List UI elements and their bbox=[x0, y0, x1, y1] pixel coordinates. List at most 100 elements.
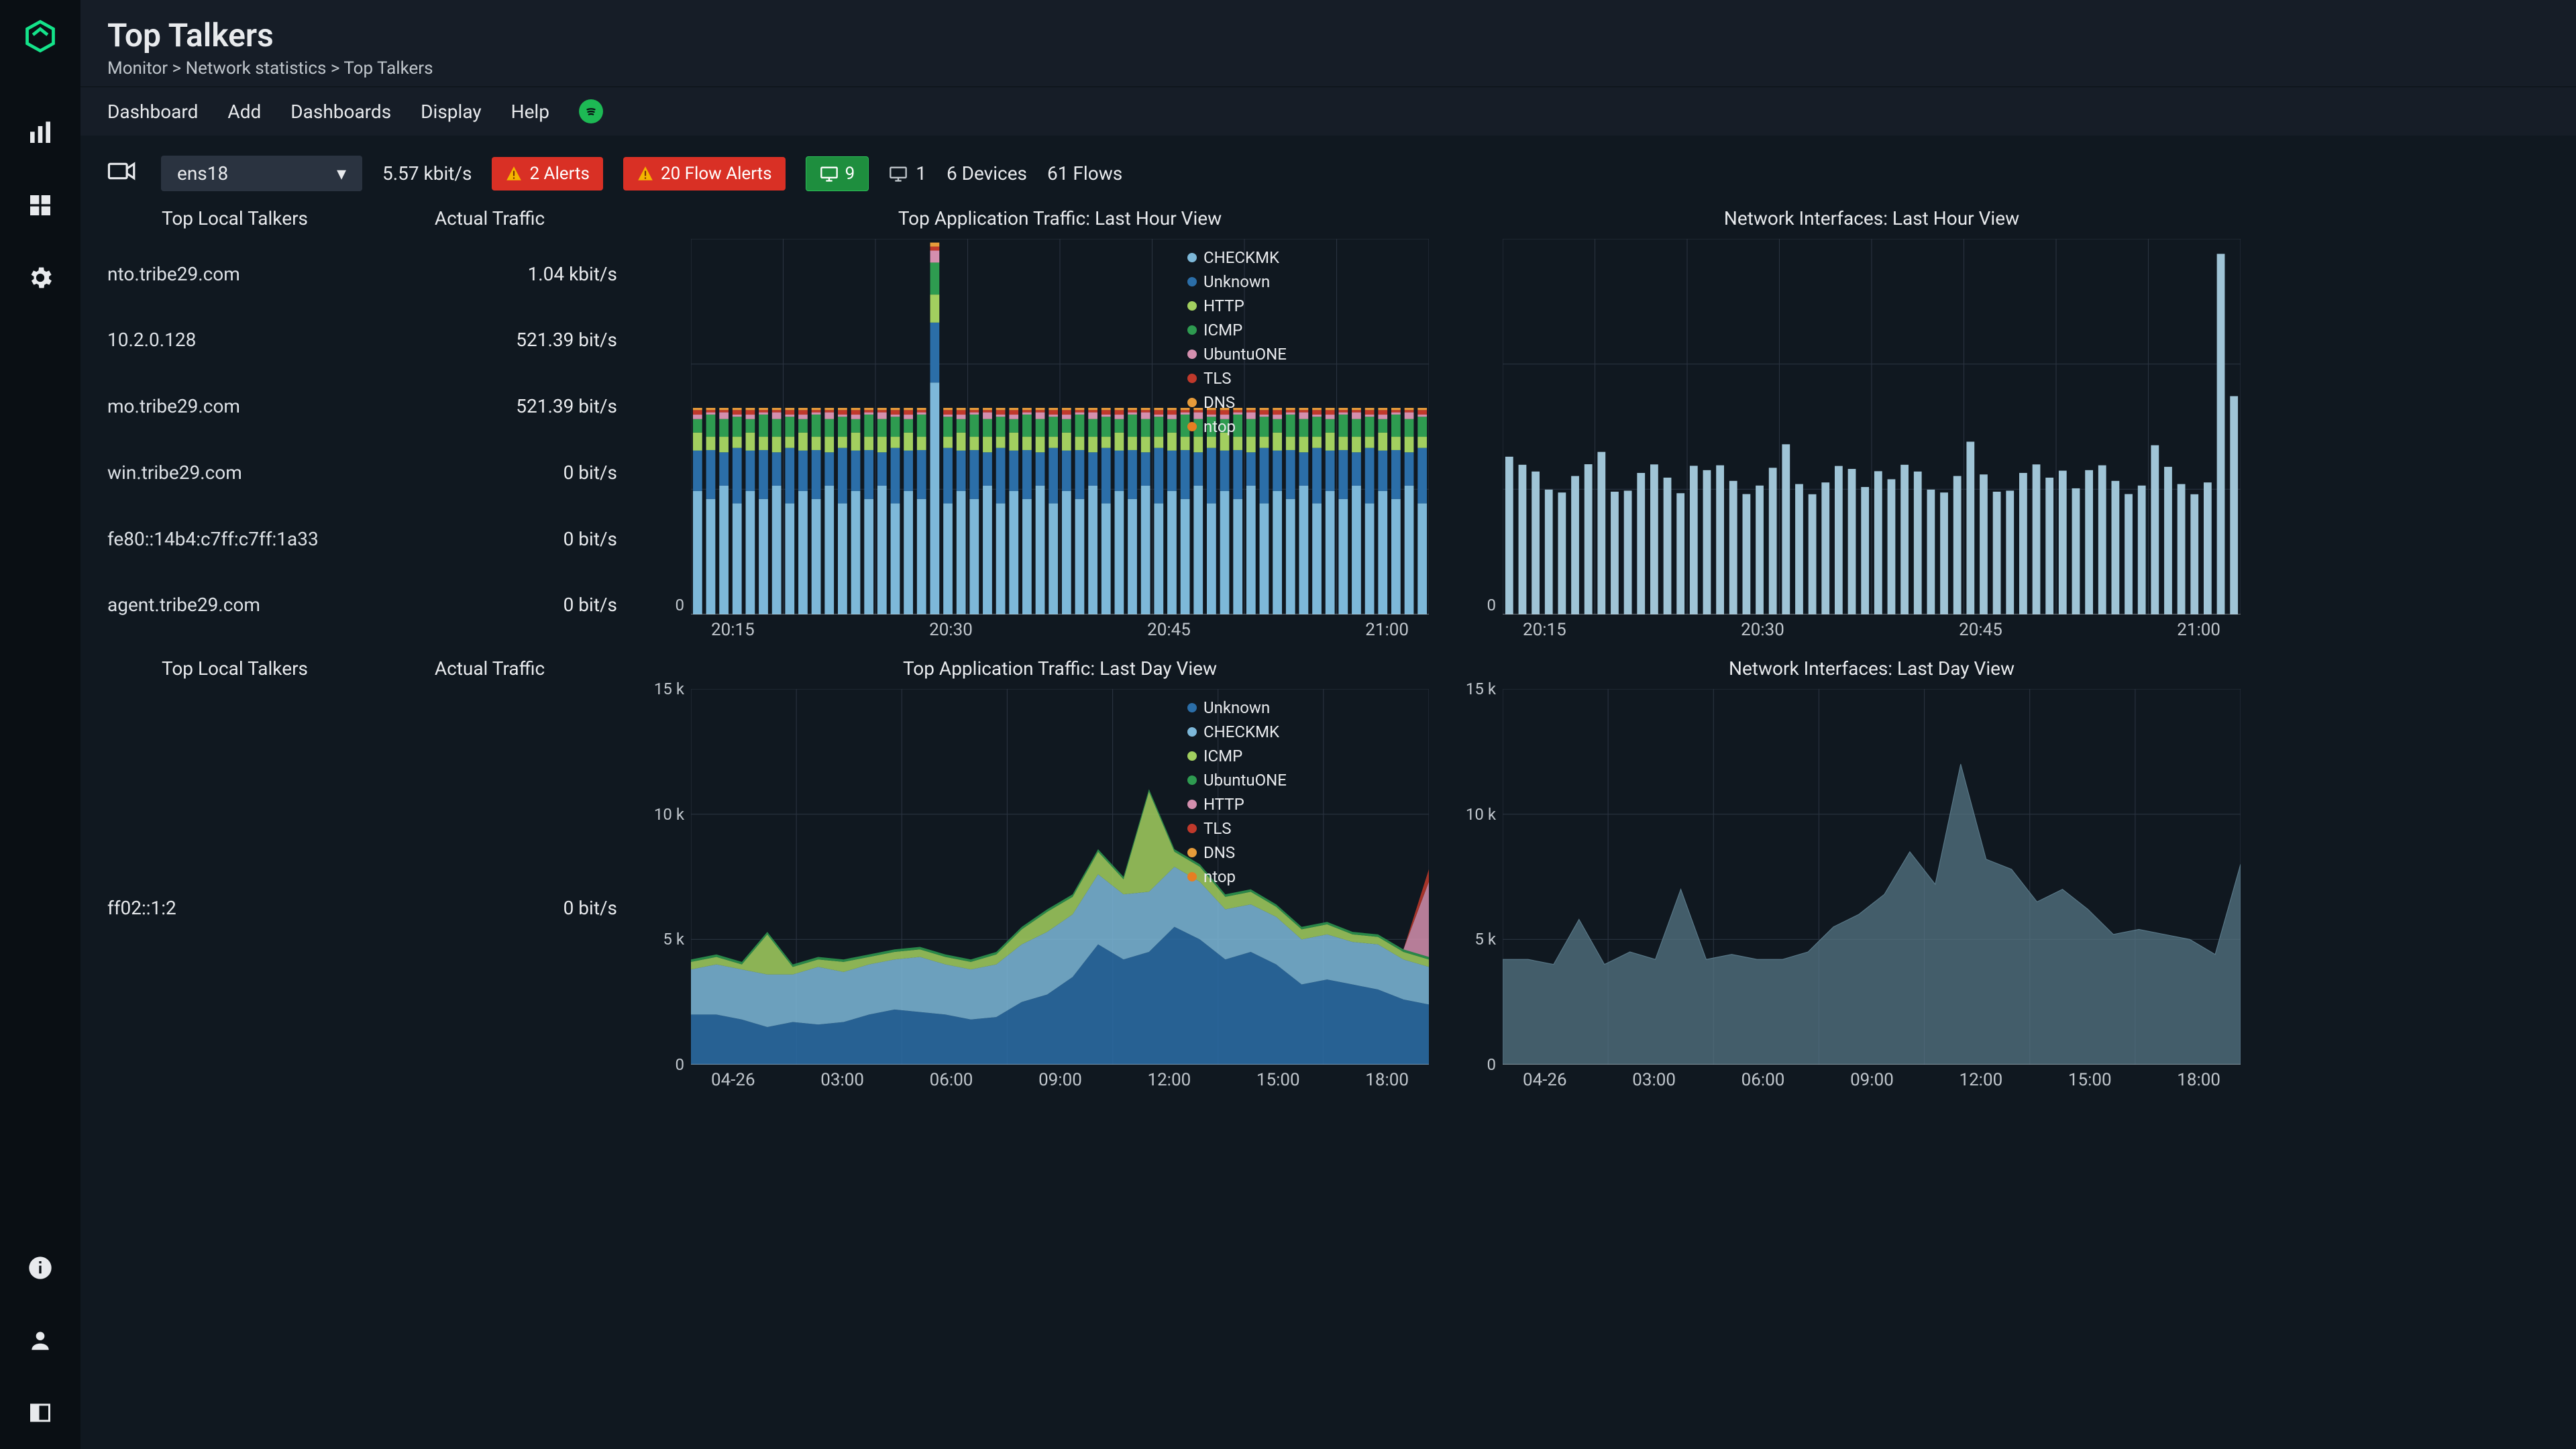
talkers-day-col2: Actual Traffic bbox=[362, 653, 617, 689]
x-tick: 20:30 bbox=[1741, 620, 1784, 640]
legend-item: UbuntuONE bbox=[1187, 342, 1287, 366]
page-header: Top Talkers Monitor > Network statistics… bbox=[80, 0, 2576, 87]
app-logo-icon[interactable] bbox=[23, 19, 58, 56]
talker-host[interactable]: fe80::14b4:c7ff:c7ff:1a33 bbox=[107, 508, 362, 574]
nav-grid-icon[interactable] bbox=[24, 189, 56, 221]
breadcrumb[interactable]: Monitor > Network statistics > Top Talke… bbox=[107, 58, 2549, 78]
chart-title: Network Interfaces: Last Day View bbox=[1503, 653, 2241, 689]
hosts-active-count: 9 bbox=[845, 164, 855, 184]
alerts-text: 2 Alerts bbox=[529, 164, 590, 184]
talker-traffic: 0 bit/s bbox=[362, 441, 617, 508]
monitor-icon bbox=[889, 166, 908, 182]
talker-traffic: 521.39 bit/s bbox=[362, 309, 617, 375]
devices-stat[interactable]: 6 Devices bbox=[947, 162, 1027, 184]
interface-value: ens18 bbox=[177, 162, 228, 184]
legend-item: TLS bbox=[1187, 816, 1287, 841]
x-tick: 09:00 bbox=[1038, 1070, 1082, 1090]
y-tick: 15 k bbox=[1456, 680, 1496, 698]
legend-item: HTTP bbox=[1187, 792, 1287, 816]
x-tick: 18:00 bbox=[2177, 1070, 2220, 1090]
x-tick: 21:00 bbox=[2177, 620, 2220, 640]
x-tick: 06:00 bbox=[1741, 1070, 1785, 1090]
status-bar: ens18 ▾ 5.57 kbit/s 2 Alerts 20 Flow Ale… bbox=[107, 156, 2549, 191]
menu-display[interactable]: Display bbox=[421, 101, 481, 123]
x-tick: 20:15 bbox=[711, 620, 755, 640]
hosts-total-stat[interactable]: 1 bbox=[889, 162, 926, 184]
menu-dashboard[interactable]: Dashboard bbox=[107, 101, 198, 123]
chart-app-traffic-day: Top Application Traffic: Last Day View 1… bbox=[691, 653, 1429, 1090]
top-talkers-day-table: Top Local Talkers Actual Traffic ff02::1… bbox=[107, 653, 617, 1090]
talker-host[interactable]: win.tribe29.com bbox=[107, 441, 362, 508]
warning-icon bbox=[637, 165, 654, 182]
legend-item: CHECKMK bbox=[1187, 246, 1287, 270]
y-tick: 0 bbox=[644, 1055, 684, 1074]
legend-item: ntop bbox=[1187, 415, 1287, 439]
nav-info-icon[interactable] bbox=[24, 1252, 56, 1284]
legend-item: ICMP bbox=[1187, 744, 1287, 768]
x-tick: 15:00 bbox=[2068, 1070, 2112, 1090]
talker-host[interactable]: ff02::1:2 bbox=[107, 877, 362, 939]
x-tick: 20:30 bbox=[929, 620, 973, 640]
talkers-day-col1: Top Local Talkers bbox=[107, 653, 362, 689]
x-axis: 04-2603:0006:0009:0012:0015:0018:00 bbox=[691, 1065, 1429, 1090]
x-tick: 20:45 bbox=[1147, 620, 1191, 640]
flow-alerts-text: 20 Flow Alerts bbox=[661, 164, 772, 184]
x-axis: 20:1520:3020:4521:00 bbox=[1503, 614, 2241, 640]
interface-icon bbox=[107, 160, 137, 186]
throughput-value: 5.57 kbit/s bbox=[382, 162, 472, 184]
y-tick: 15 k bbox=[644, 680, 684, 698]
menu-help[interactable]: Help bbox=[511, 101, 549, 123]
nav-panel-icon[interactable] bbox=[24, 1397, 56, 1429]
talker-traffic: 1.04 kbit/s bbox=[362, 243, 617, 309]
y-tick: 5 k bbox=[644, 930, 684, 949]
x-tick: 04-26 bbox=[1523, 1070, 1567, 1090]
chart-app-traffic-hour: Top Application Traffic: Last Hour View … bbox=[691, 203, 1429, 640]
chart-title: Top Application Traffic: Last Hour View bbox=[691, 203, 1429, 239]
talker-host[interactable]: agent.tribe29.com bbox=[107, 574, 362, 640]
nav-monitor-icon[interactable] bbox=[24, 117, 56, 149]
talkers-hour-col1: Top Local Talkers bbox=[107, 203, 362, 243]
y-zero-label: 0 bbox=[1456, 596, 1496, 614]
talkers-hour-col2: Actual Traffic bbox=[362, 203, 617, 243]
warning-icon bbox=[505, 165, 523, 182]
chart-legend: CHECKMKUnknownHTTPICMPUbuntuONETLSDNSnto… bbox=[1187, 246, 1287, 439]
legend-item: ICMP bbox=[1187, 318, 1287, 342]
flow-alerts-badge[interactable]: 20 Flow Alerts bbox=[623, 157, 786, 191]
x-tick: 03:00 bbox=[1632, 1070, 1676, 1090]
talker-traffic: 0 bit/s bbox=[362, 508, 617, 574]
legend-item: TLS bbox=[1187, 366, 1287, 390]
page-title: Top Talkers bbox=[107, 16, 2549, 54]
x-tick: 09:00 bbox=[1850, 1070, 1894, 1090]
x-tick: 03:00 bbox=[820, 1070, 864, 1090]
chart-iface-hour: Network Interfaces: Last Hour View 0 20:… bbox=[1503, 203, 2241, 640]
top-talkers-hour-table: Top Local Talkers Actual Traffic nto.tri… bbox=[107, 203, 617, 640]
talker-traffic: 0 bit/s bbox=[362, 877, 617, 939]
legend-item: CHECKMK bbox=[1187, 720, 1287, 744]
legend-item: Unknown bbox=[1187, 270, 1287, 294]
x-tick: 12:00 bbox=[1959, 1070, 2002, 1090]
talker-host[interactable]: nto.tribe29.com bbox=[107, 243, 362, 309]
nav-settings-icon[interactable] bbox=[24, 262, 56, 294]
hosts-total-count: 1 bbox=[916, 162, 926, 184]
y-tick: 10 k bbox=[1456, 805, 1496, 824]
x-tick: 12:00 bbox=[1147, 1070, 1191, 1090]
legend-item: DNS bbox=[1187, 841, 1287, 865]
chevron-down-icon: ▾ bbox=[337, 162, 346, 184]
flows-stat[interactable]: 61 Flows bbox=[1047, 162, 1122, 184]
interface-select[interactable]: ens18 ▾ bbox=[161, 156, 362, 191]
nav-user-icon[interactable] bbox=[24, 1324, 56, 1356]
x-tick: 20:15 bbox=[1523, 620, 1566, 640]
hosts-active-badge[interactable]: 9 bbox=[806, 156, 869, 191]
y-tick: 5 k bbox=[1456, 930, 1496, 949]
alerts-badge[interactable]: 2 Alerts bbox=[492, 157, 603, 191]
talker-host[interactable]: mo.tribe29.com bbox=[107, 375, 362, 441]
talker-traffic: 521.39 bit/s bbox=[362, 375, 617, 441]
chart-iface-day: Network Interfaces: Last Day View 15 k10… bbox=[1503, 653, 2241, 1090]
status-dot-icon[interactable] bbox=[579, 99, 603, 123]
menu-add[interactable]: Add bbox=[227, 101, 261, 123]
menu-dashboards[interactable]: Dashboards bbox=[290, 101, 391, 123]
talker-host[interactable]: 10.2.0.128 bbox=[107, 309, 362, 375]
legend-item: HTTP bbox=[1187, 294, 1287, 318]
y-tick: 0 bbox=[1456, 1055, 1496, 1074]
x-tick: 21:00 bbox=[1365, 620, 1409, 640]
